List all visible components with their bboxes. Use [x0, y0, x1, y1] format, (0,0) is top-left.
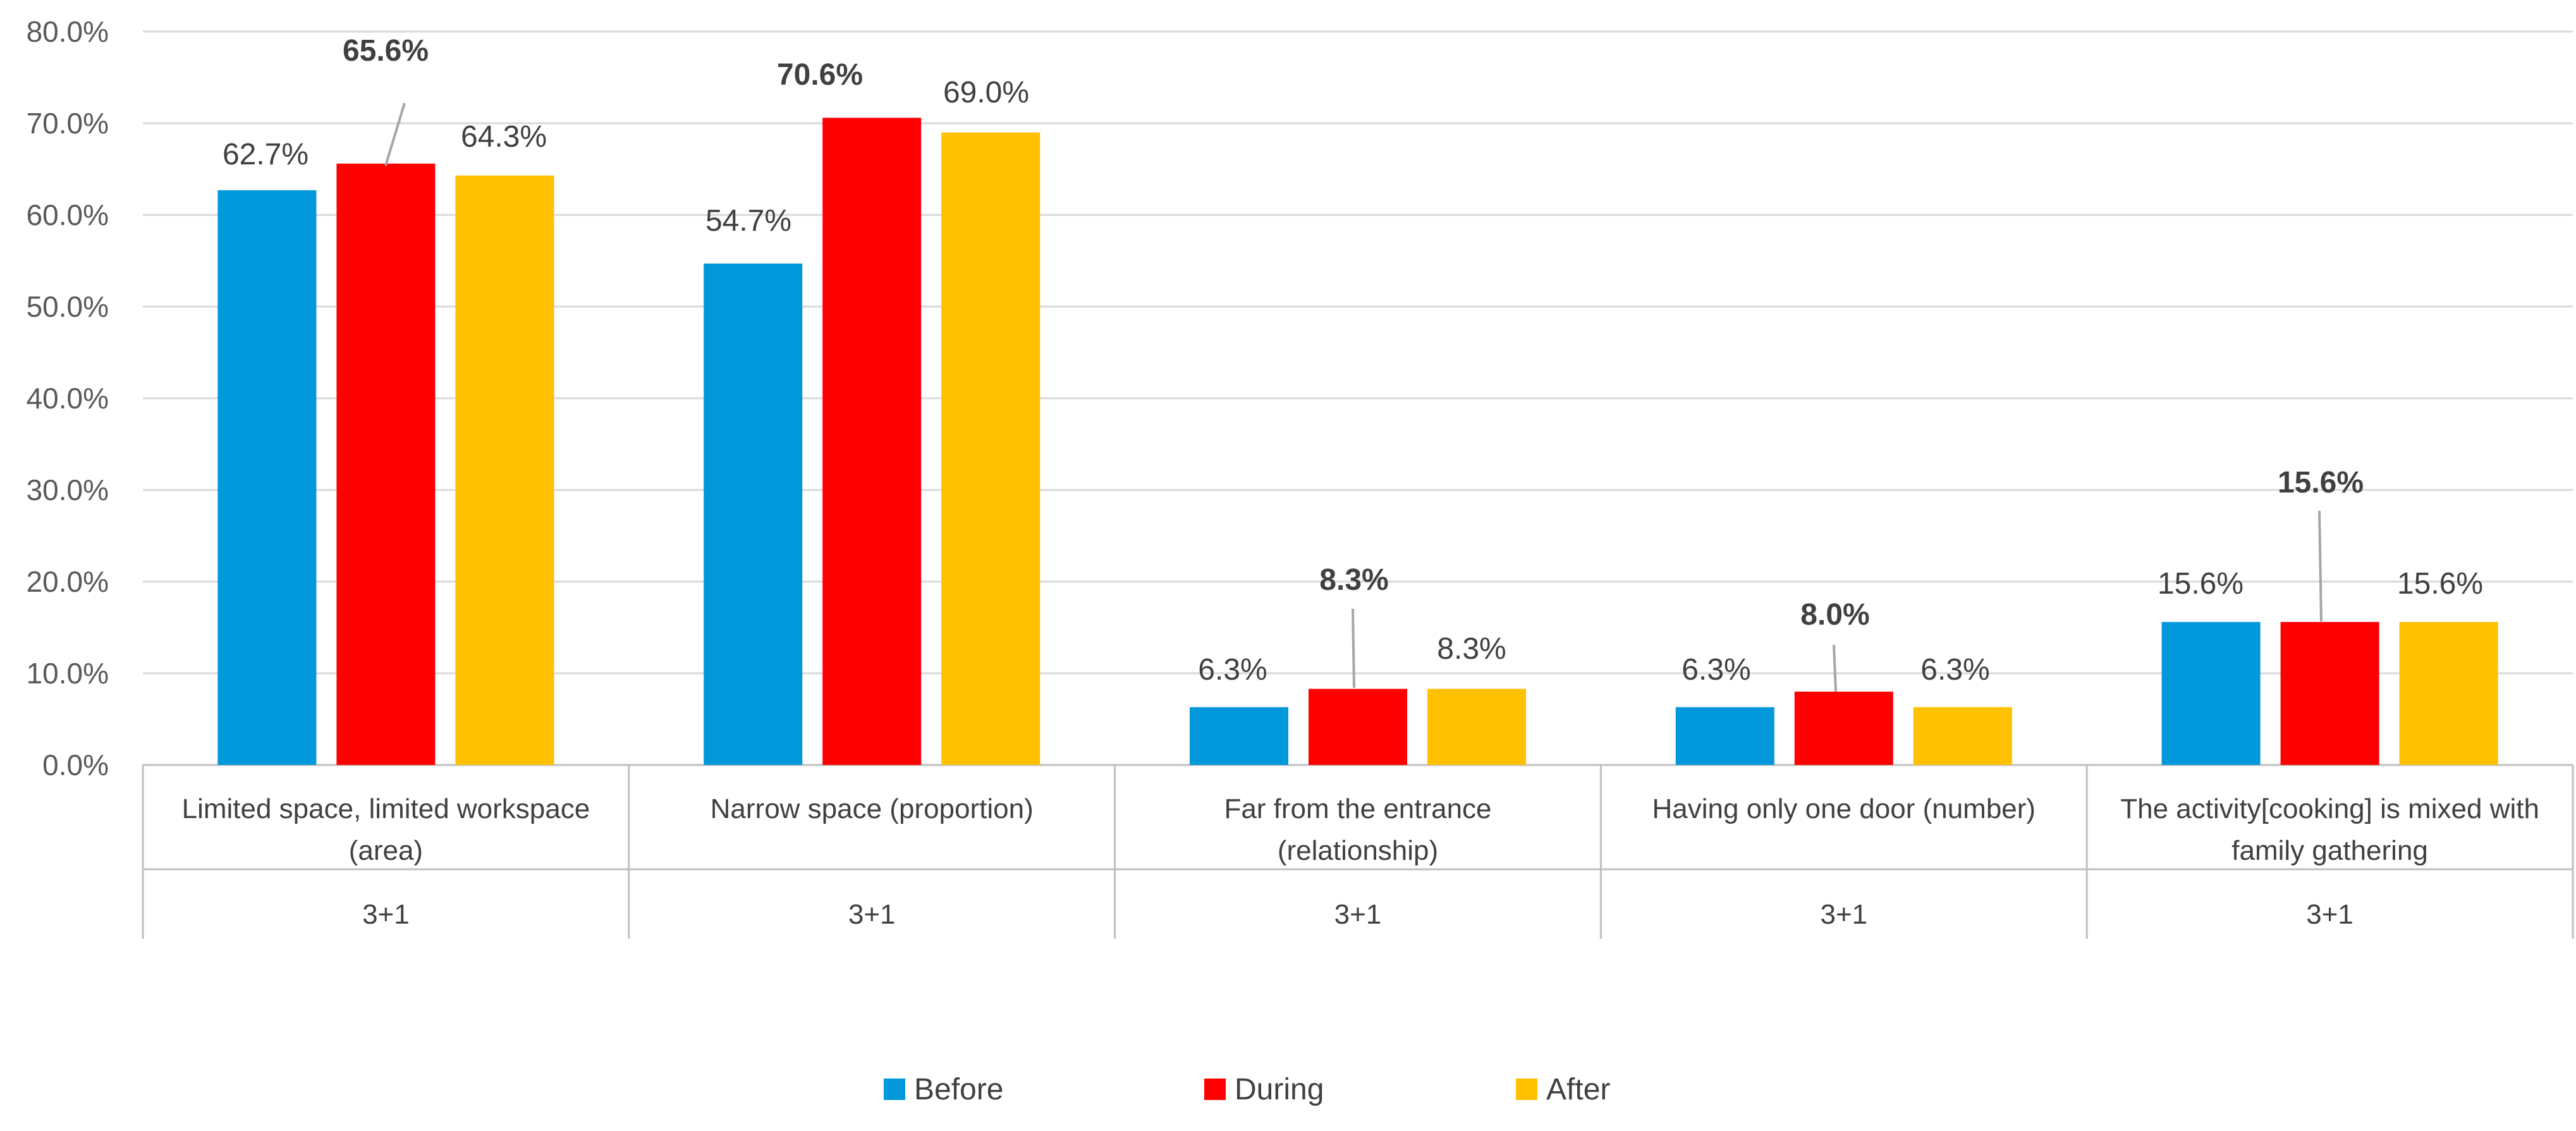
y-tick-label: 40.0% [27, 382, 109, 415]
data-label: 8.3% [1319, 563, 1388, 597]
leader-line [1833, 644, 1837, 692]
y-tick-label: 20.0% [27, 565, 109, 598]
data-label: 8.0% [1800, 598, 1869, 632]
data-label: 69.0% [943, 76, 1029, 109]
x-tick-label: Far from the entrance (relationship) [1224, 793, 1491, 866]
bar-after [941, 132, 1041, 765]
legend-label-during: During [1235, 1073, 1324, 1106]
data-label: 15.6% [2158, 567, 2243, 601]
group-label: 3+1 [848, 899, 896, 930]
data-label: 6.3% [1682, 653, 1750, 687]
bar-during [336, 163, 436, 765]
data-label: 70.6% [777, 58, 863, 92]
data-label: 6.3% [1920, 653, 1989, 687]
x-tick-label: The activity[cooking] is mixed with famil… [2120, 793, 2539, 866]
legend-swatch-during [1204, 1079, 1226, 1100]
legend-label-before: Before [914, 1073, 1003, 1106]
bar-during [1794, 692, 1893, 765]
y-tick-label: 70.0% [27, 107, 109, 140]
bar-before [1190, 707, 1288, 765]
group-label: 3+1 [1334, 899, 1382, 930]
data-labels: 62.7% 54.7% 6.3% 6.3% 15.6% 65.6% 70.6% 8.3% 8.0… [223, 34, 2483, 692]
bar-before [2161, 621, 2261, 765]
data-label: 15.6% [2397, 567, 2483, 601]
group-label: 3+1 [2306, 899, 2353, 930]
legend-swatch-before [884, 1079, 905, 1100]
legend-label-after: After [1546, 1073, 1610, 1106]
bar-during [822, 118, 922, 766]
bar-after [1427, 688, 1526, 765]
y-tick-label: 80.0% [27, 15, 109, 48]
legend: Before During After [884, 1073, 1610, 1106]
group-label: 3+1 [1820, 899, 1867, 930]
leader-line [1352, 608, 1355, 688]
y-tick-label: 30.0% [27, 474, 109, 506]
data-label: 54.7% [705, 204, 791, 238]
x-tick-label: Having only one door (number) [1652, 793, 2036, 824]
data-label: 64.3% [461, 120, 547, 154]
x-tick-label: Narrow space (proportion) [711, 793, 1034, 824]
bar-after [455, 175, 554, 765]
bar-after [1913, 707, 2012, 765]
y-tick-label: 50.0% [27, 290, 109, 323]
bar-before [217, 190, 317, 766]
data-label: 62.7% [223, 138, 308, 171]
y-tick-label: 60.0% [27, 199, 109, 231]
group-label: 3+1 [362, 899, 410, 930]
data-label: 6.3% [1198, 653, 1267, 687]
bars [217, 118, 2498, 766]
axes: 0.0% 10.0% 20.0% 30.0% 40.0% 50.0% 60.0% 70.0% 8… [27, 15, 2574, 939]
y-tick-label: 0.0% [42, 749, 109, 781]
data-label: 8.3% [1437, 632, 1506, 666]
bar-during [2280, 621, 2379, 765]
bar-after [2399, 621, 2498, 765]
bar-before [704, 263, 803, 766]
data-label: 65.6% [343, 34, 429, 68]
bar-before [1675, 707, 1774, 765]
leader-line [2318, 510, 2323, 622]
bar-during [1309, 688, 1407, 765]
x-tick-label: Limited space, limited workspace (area) [182, 793, 590, 866]
y-tick-label: 10.0% [27, 657, 109, 690]
legend-swatch-after [1516, 1079, 1537, 1100]
data-label: 15.6% [2278, 466, 2364, 499]
leader-line [384, 102, 406, 166]
